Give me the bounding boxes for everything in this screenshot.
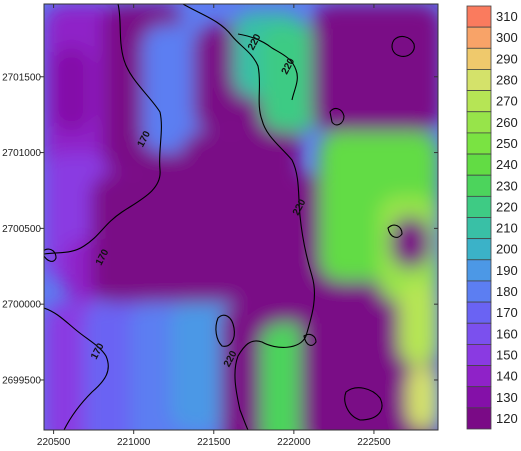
legend-label: 150 xyxy=(496,347,518,362)
legend-label: 170 xyxy=(496,305,518,320)
y-axis: 2701500 2701000 2700500 2700000 2699500 xyxy=(2,72,438,386)
contour-island xyxy=(303,333,317,346)
x-tick-label: 221000 xyxy=(117,437,151,448)
contour-line-170 xyxy=(44,4,162,255)
legend-label: 260 xyxy=(496,115,518,130)
x-tick-label: 220500 xyxy=(37,437,71,448)
legend-swatch xyxy=(466,322,492,345)
legend-label: 270 xyxy=(496,94,518,109)
legend-label: 120 xyxy=(496,411,518,426)
legend-swatch xyxy=(466,153,492,176)
x-axis: 220500 221000 221500 222000 222500 xyxy=(37,4,391,448)
x-tick-label: 221500 xyxy=(197,437,231,448)
legend-label: 290 xyxy=(496,51,518,66)
legend-swatch xyxy=(466,407,492,430)
y-tick-label: 2699500 xyxy=(2,375,41,386)
legend-swatch xyxy=(466,174,492,197)
legend-label: 240 xyxy=(496,157,518,172)
legend-swatch xyxy=(466,5,492,28)
legend-label: 210 xyxy=(496,221,518,236)
legend-label: 180 xyxy=(496,284,518,299)
y-tick-label: 2700000 xyxy=(2,300,41,311)
contour-island xyxy=(387,224,403,238)
contour-island xyxy=(329,107,345,126)
legend-swatch xyxy=(466,26,492,49)
legend-swatch xyxy=(466,47,492,70)
legend-label: 300 xyxy=(496,30,518,45)
legend-swatch xyxy=(466,343,492,366)
contour-island xyxy=(391,35,415,57)
legend-label: 190 xyxy=(496,263,518,278)
legend-label: 140 xyxy=(496,369,518,384)
contour-band xyxy=(359,25,438,111)
y-tick-label: 2700500 xyxy=(2,224,41,235)
contour-island xyxy=(215,314,235,347)
legend-swatch xyxy=(466,386,492,409)
legend-swatch xyxy=(466,111,492,134)
contour-line-220-north xyxy=(182,4,315,430)
legend-swatch xyxy=(466,90,492,113)
legend-swatch xyxy=(466,238,492,261)
legend-swatch xyxy=(466,132,492,155)
legend-swatch xyxy=(466,195,492,218)
contour-line-220-top xyxy=(237,33,298,101)
x-tick-label: 222000 xyxy=(277,437,311,448)
contour-band xyxy=(260,25,320,132)
legend-label: 130 xyxy=(496,390,518,405)
legend-swatch xyxy=(466,217,492,240)
contour-band xyxy=(390,217,431,269)
legend-swatch xyxy=(466,69,492,91)
legend-swatch xyxy=(466,365,492,388)
legend-label: 310 xyxy=(496,9,518,24)
contour-island xyxy=(344,387,383,421)
contour-fill-layer xyxy=(44,4,438,430)
contour-band xyxy=(406,366,438,430)
legend-swatch xyxy=(466,259,492,282)
legend-label: 220 xyxy=(496,199,518,214)
contour-line-170-south xyxy=(44,307,109,430)
y-tick-label: 2701500 xyxy=(2,72,41,83)
legend-label: 250 xyxy=(496,136,518,151)
legend-label: 160 xyxy=(496,326,518,341)
y-tick-label: 2701000 xyxy=(2,148,41,159)
contour-island xyxy=(44,248,57,262)
color-legend: 310 300 290 280 270 260 250 240 230 220 210 200 190 1… xyxy=(466,5,518,430)
x-tick-label: 222500 xyxy=(357,437,391,448)
plot-frame xyxy=(43,3,439,431)
legend-swatch xyxy=(466,280,492,303)
legend-swatch xyxy=(466,301,492,324)
contour-band xyxy=(51,46,92,132)
legend-label: 200 xyxy=(496,242,518,257)
contour-band xyxy=(398,280,438,367)
legend-label: 280 xyxy=(496,73,518,88)
contour-lines xyxy=(44,4,415,430)
legend-label: 230 xyxy=(496,178,518,193)
